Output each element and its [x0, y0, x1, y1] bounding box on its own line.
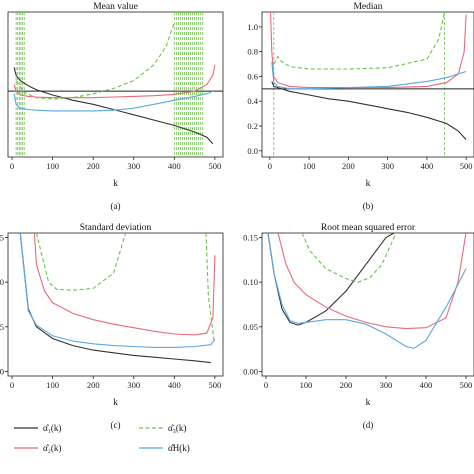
- y-tick-label: 1.0: [247, 22, 258, 32]
- series-line-a2: [33, 233, 216, 336]
- legend-item: α̂H(k): [139, 443, 190, 453]
- series-line-a2: [13, 64, 216, 99]
- plot-frame: [7, 232, 224, 377]
- series-line-a3: [15, 22, 175, 100]
- panel-standard-deviation: Standard deviation k (c) 0 100 200 300 400 50…: [0, 223, 224, 430]
- x-tick-label: 100: [300, 380, 313, 390]
- y-tick-label: 0.10: [243, 277, 258, 287]
- y-tick-label: 0.4: [247, 96, 258, 106]
- legend-label: α̂₃(k): [168, 423, 186, 433]
- x-tick-label: 400: [168, 380, 181, 390]
- x-tick-label: 300: [127, 380, 140, 390]
- plot-area: [8, 12, 223, 157]
- panel-mean-value: Mean value k (a) 0 100 200 300 400 500: [7, 2, 224, 211]
- chart-title: Mean value: [93, 2, 138, 12]
- series-line-a2: [270, 12, 467, 89]
- series-line-a1: [267, 233, 395, 326]
- series-line-aH: [13, 90, 214, 112]
- plot-frame: [261, 11, 474, 158]
- legend-label: α̂H(k): [168, 443, 190, 453]
- panel-label: (b): [363, 201, 374, 211]
- legend-label: α̂₂(k): [43, 443, 61, 453]
- legend-label: α̂₁(k): [43, 423, 61, 433]
- plot-frame: [7, 11, 224, 158]
- x-tick-label: 100: [46, 161, 59, 171]
- x-axis-label: k: [113, 179, 118, 189]
- panel-rmse: Root mean squared error k (d) 0 100 200 300…: [243, 223, 474, 430]
- x-tick-label: 0: [264, 380, 268, 390]
- legend-item: α̂₃(k): [139, 423, 186, 433]
- x-tick-label: 200: [342, 161, 355, 171]
- y-tick-label: 0.00: [243, 367, 258, 377]
- x-axis-label: k: [366, 179, 371, 189]
- series-line-a3: [301, 233, 397, 283]
- y-tick-label: 0.8: [247, 47, 258, 57]
- legend-item: α̂₂(k): [14, 443, 61, 453]
- y-tick-label: .05: [0, 322, 4, 332]
- series-line-a1: [13, 67, 214, 145]
- panel-label: (a): [111, 201, 121, 211]
- series-line-a3: [205, 233, 215, 341]
- x-tick-label: 500: [460, 161, 473, 171]
- x-axis-label: k: [113, 398, 118, 408]
- series-line-a1: [19, 233, 211, 364]
- x-tick-label: 0: [10, 380, 14, 390]
- x-tick-label: 400: [168, 161, 181, 171]
- x-tick-label: 300: [380, 380, 393, 390]
- x-tick-label: 200: [87, 161, 100, 171]
- x-axis-label: k: [366, 398, 371, 408]
- plot-area: [267, 233, 467, 349]
- series-line-aH: [267, 233, 467, 349]
- series-line-a3: [273, 12, 446, 70]
- y-tick-label: 0.15: [243, 232, 258, 242]
- y-tick-label: 0.2: [247, 121, 258, 131]
- y-tick-label: .00: [0, 367, 4, 377]
- x-tick-label: 400: [420, 380, 433, 390]
- series-line-aH: [271, 61, 467, 90]
- x-tick-label: 400: [421, 161, 434, 171]
- series-line-a3: [35, 233, 127, 291]
- x-tick-label: 0: [10, 161, 14, 171]
- panel-median: Median k (b) 0 100 200 300 400 500 0.0 0.2 0.4 0.…: [247, 2, 474, 211]
- plot-area: [262, 12, 474, 157]
- chart-title: Standard deviation: [80, 223, 152, 233]
- chart-title: Median: [353, 2, 382, 12]
- panel-label: (c): [111, 420, 121, 430]
- series-line-a1: [271, 81, 467, 140]
- series-line-a2: [277, 233, 467, 330]
- plot-frame: [261, 232, 474, 377]
- x-tick-label: 300: [381, 161, 394, 171]
- plot-area: [19, 233, 216, 364]
- y-tick-label: .10: [0, 277, 4, 287]
- x-tick-label: 100: [303, 161, 316, 171]
- x-tick-label: 200: [87, 380, 100, 390]
- x-tick-label: 500: [460, 380, 473, 390]
- y-tick-label: 0.6: [247, 71, 258, 81]
- y-tick-label: 0.05: [243, 322, 258, 332]
- x-tick-label: 0: [268, 161, 272, 171]
- panel-label: (d): [363, 420, 374, 430]
- legend-item: α̂₁(k): [14, 423, 61, 433]
- chart-title: Root mean squared error: [321, 223, 416, 233]
- x-tick-label: 200: [340, 380, 353, 390]
- x-tick-label: 300: [127, 161, 140, 171]
- x-tick-label: 100: [46, 380, 59, 390]
- y-tick-label: 0.0: [247, 146, 258, 156]
- x-tick-label: 500: [209, 380, 222, 390]
- legend: α̂₁(k) α̂₃(k) α̂₂(k) α̂H(k): [14, 423, 190, 453]
- x-tick-label: 500: [209, 161, 222, 171]
- series-line-aH: [19, 233, 216, 348]
- y-tick-label: .15: [0, 232, 4, 242]
